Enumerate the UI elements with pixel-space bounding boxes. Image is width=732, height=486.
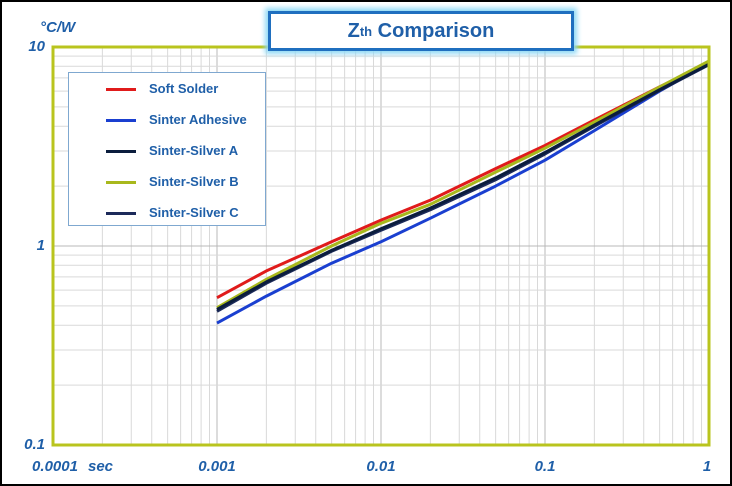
series-line-sinter-adhesive bbox=[216, 61, 710, 325]
x-tick-label: 1 bbox=[702, 458, 712, 475]
legend-label: Sinter-Silver B bbox=[149, 174, 239, 189]
legend-swatch bbox=[106, 88, 136, 91]
x-axis-label: sec bbox=[88, 458, 114, 475]
legend-swatch bbox=[106, 150, 136, 153]
series-line-sinter-silver-a bbox=[216, 62, 710, 311]
legend-item: Soft Solder bbox=[69, 79, 265, 99]
legend-swatch bbox=[106, 181, 136, 184]
series-line-sinter-silver-b bbox=[216, 59, 710, 310]
x-tick-label: 0.1 bbox=[534, 458, 556, 475]
title-rest: Comparison bbox=[372, 19, 495, 42]
legend-label: Sinter Adhesive bbox=[149, 112, 247, 127]
y-tick-label: 10 bbox=[28, 38, 45, 55]
legend-item: Sinter-Silver B bbox=[69, 172, 265, 192]
x-tick-label: 0.01 bbox=[366, 458, 396, 475]
title-subscript: th bbox=[359, 23, 373, 39]
legend-item: Sinter-Silver C bbox=[69, 203, 265, 223]
series-layer bbox=[216, 59, 710, 325]
title-main: Z bbox=[347, 19, 360, 42]
legend-item: Sinter-Silver A bbox=[69, 141, 265, 161]
legend: Soft Solder Sinter Adhesive Sinter-Silver … bbox=[68, 72, 266, 226]
y-tick-label: 1 bbox=[36, 237, 45, 254]
x-tick-label: 0.001 bbox=[198, 458, 236, 475]
y-axis-label: °C/W bbox=[40, 19, 76, 36]
y-tick-label: 0.1 bbox=[24, 436, 45, 453]
x-tick-label: 0.0001 bbox=[32, 458, 78, 475]
legend-item: Sinter Adhesive bbox=[69, 110, 265, 130]
series-line-soft-solder bbox=[216, 61, 710, 300]
legend-swatch bbox=[106, 212, 136, 215]
legend-swatch bbox=[106, 119, 136, 122]
legend-label: Soft Solder bbox=[149, 81, 219, 96]
legend-label: Sinter-Silver A bbox=[149, 143, 239, 158]
legend-label: Sinter-Silver C bbox=[149, 205, 239, 220]
